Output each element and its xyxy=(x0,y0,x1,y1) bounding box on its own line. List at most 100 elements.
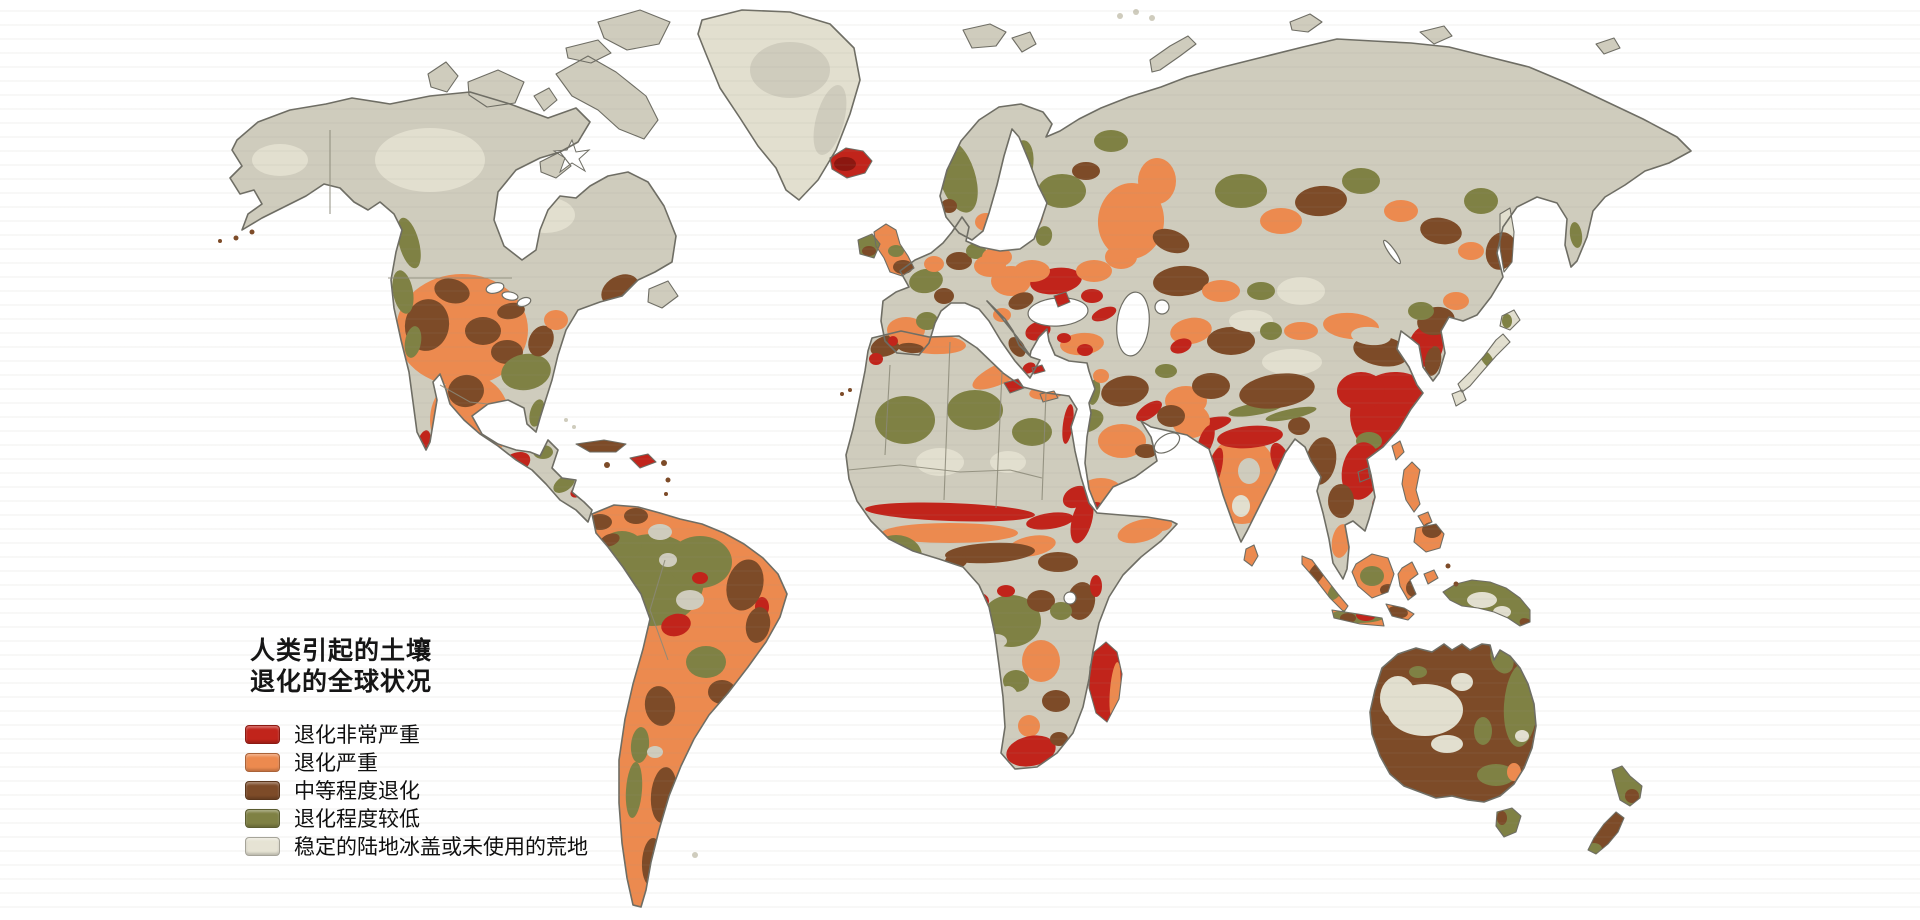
degradation-patch-moderate xyxy=(1008,292,1034,310)
degradation-patch-very_severe xyxy=(963,592,989,610)
degradation-patch-low xyxy=(686,646,726,678)
map-title-line2: 退化的全球状况 xyxy=(250,668,433,696)
degradation-patch-stable xyxy=(676,590,704,610)
degradation-patch-very_severe xyxy=(692,572,708,584)
degradation-patch-moderate xyxy=(726,559,764,611)
legend-swatch-moderate xyxy=(245,780,280,800)
degradation-patch-low xyxy=(1510,276,1532,306)
degradation-patch-moderate xyxy=(448,374,484,408)
degradation-patch-low xyxy=(1155,364,1177,378)
degradation-patch-low xyxy=(916,312,938,330)
degradation-patch-severe xyxy=(544,310,568,330)
legend-swatch-stable xyxy=(245,836,280,856)
degradation-patch-stable_light xyxy=(252,144,308,176)
border-usa-mexico xyxy=(439,384,489,405)
degradation-patch-moderate xyxy=(893,260,913,274)
lake-victoria xyxy=(1063,591,1077,605)
degradation-patch-moderate xyxy=(745,607,771,643)
legend-item-stable: 稳定的陆地冰盖或未使用的荒地 xyxy=(245,832,588,860)
degradation-patch-severe xyxy=(1022,640,1060,682)
degradation-patch-moderate xyxy=(1288,417,1310,435)
degradation-patch-moderate xyxy=(898,342,924,354)
patches-north-america xyxy=(252,128,639,498)
degradation-patch-very_severe xyxy=(624,591,636,609)
border-sahara-3 xyxy=(995,371,1003,509)
degradation-patch-stable xyxy=(1351,326,1391,346)
degradation-patch-stable_light xyxy=(916,448,964,476)
degradation-patch-moderate xyxy=(1295,185,1347,217)
degradation-patch-moderate xyxy=(1153,265,1209,297)
degradation-patch-moderate xyxy=(1239,373,1315,409)
degradation-patch-low xyxy=(1038,174,1086,208)
degradation-patch-moderate xyxy=(1388,605,1408,619)
degradation-patch-severe xyxy=(1018,715,1040,737)
legend-swatch-severe xyxy=(245,752,280,772)
legend-label: 稳定的陆地冰盖或未使用的荒地 xyxy=(294,835,588,859)
degradation-patch-very_severe xyxy=(869,353,883,365)
border-brazil-west xyxy=(649,559,669,661)
legend-label: 退化非常严重 xyxy=(294,723,420,747)
degradation-patch-low xyxy=(1474,717,1492,745)
degradation-patch-low xyxy=(1360,566,1384,586)
degradation-patch-moderate xyxy=(1042,690,1070,712)
degradation-patch-very_severe xyxy=(1337,372,1385,410)
degradation-patch-low xyxy=(1477,764,1515,786)
islet-aleutian-1 xyxy=(249,229,255,235)
degradation-patch-stable xyxy=(1238,458,1260,484)
degradation-patch-stable xyxy=(659,553,677,567)
degradation-patch-very_severe xyxy=(1091,306,1117,322)
great-lake-west xyxy=(485,282,505,294)
islet-franz-josef-2 xyxy=(1133,9,1139,15)
islet-moluccas-2 xyxy=(1453,581,1459,587)
map-title: 人类引起的土壤 退化的全球状况 xyxy=(250,636,588,698)
degradation-patch-stable_light xyxy=(1493,606,1511,618)
degradation-patch-very_severe xyxy=(888,336,898,346)
degradation-patch-low xyxy=(1408,302,1434,320)
degradation-patch-stable_light xyxy=(1277,277,1325,305)
legend-item-moderate: 中等程度退化 xyxy=(245,776,588,804)
degradation-patch-low xyxy=(1094,130,1128,152)
degradation-patch-moderate xyxy=(1420,217,1462,245)
islet-canary-1 xyxy=(848,388,852,392)
degradation-patch-very_severe xyxy=(1062,404,1074,444)
degradation-patch-low xyxy=(888,245,904,257)
legend-swatch-very_severe xyxy=(245,724,280,744)
degradation-patch-severe xyxy=(876,226,896,242)
degradation-patch-very_severe xyxy=(1026,512,1074,530)
degradation-patch-very_severe xyxy=(1424,337,1434,349)
degradation-patch-moderate xyxy=(1207,327,1255,355)
degradation-patch-severe xyxy=(887,317,925,343)
border-sahel xyxy=(847,464,1043,479)
islet-moluccas-1 xyxy=(1445,563,1451,569)
degradation-patch-moderate xyxy=(941,199,957,213)
degradation-patch-moderate xyxy=(1101,375,1149,407)
degradation-patch-stable xyxy=(648,524,672,540)
degradation-patch-severe xyxy=(882,523,1018,543)
islet-jamaica xyxy=(604,462,610,468)
degradation-patch-moderate xyxy=(434,278,470,304)
degradation-patch-low xyxy=(1050,602,1072,620)
degradation-patch-low xyxy=(947,390,1003,430)
islet-bahamas-1 xyxy=(564,418,568,422)
degradation-patch-very_severe xyxy=(865,502,1035,522)
islet-aleutian-3 xyxy=(218,239,222,243)
degradation-patch-stable xyxy=(1109,462,1143,480)
legend-item-low: 退化程度较低 xyxy=(245,804,588,832)
degradation-patch-very_severe xyxy=(1170,338,1192,354)
degradation-patch-very_severe xyxy=(1070,496,1094,544)
degradation-patch-low xyxy=(404,326,422,358)
degradation-patch-low xyxy=(1035,226,1053,246)
degradation-patch-low xyxy=(625,762,643,818)
degradation-patch-low xyxy=(630,727,650,763)
islet-puerto-rico xyxy=(661,460,667,466)
degradation-patch-stable_light xyxy=(990,451,1026,473)
great-lake-east xyxy=(516,296,532,308)
degradation-patch-very_severe xyxy=(1057,333,1071,343)
degradation-patch-very_severe xyxy=(1217,425,1283,449)
degradation-patch-low xyxy=(533,445,553,459)
degradation-patch-very_severe xyxy=(913,582,939,600)
degradation-patch-low xyxy=(1260,322,1282,340)
degradation-patch-low xyxy=(392,270,414,314)
